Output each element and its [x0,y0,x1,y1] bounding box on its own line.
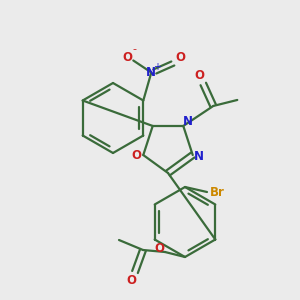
Text: O: O [154,242,164,254]
Text: N: N [194,149,204,163]
Text: Br: Br [210,185,224,199]
Text: O: O [194,70,204,83]
Text: O: O [126,274,136,286]
Text: N: N [146,66,156,79]
Text: +: + [153,62,161,73]
Text: N: N [183,116,193,128]
Text: O: O [131,148,141,161]
Text: O: O [122,51,132,64]
Text: O: O [175,51,185,64]
Text: -: - [132,44,136,55]
